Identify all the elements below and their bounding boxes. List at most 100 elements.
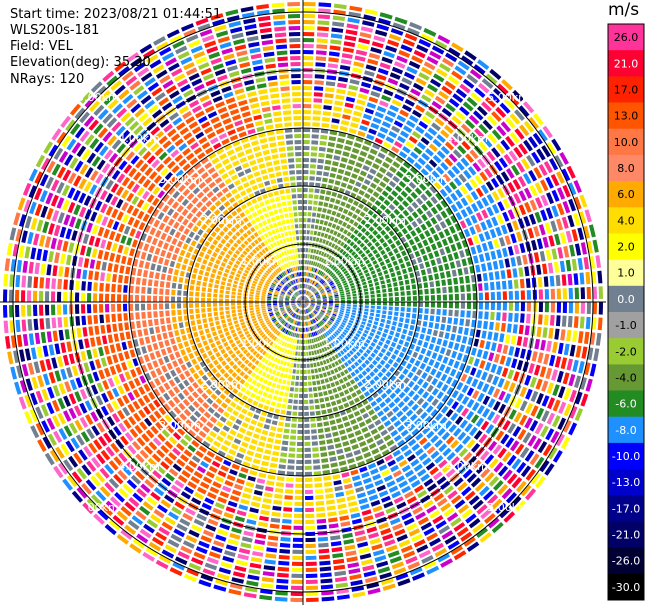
range-gate	[406, 296, 411, 301]
range-gate	[368, 387, 375, 394]
range-gate	[75, 377, 83, 388]
range-gate	[446, 512, 459, 522]
range-gate	[176, 240, 183, 248]
range-gate	[325, 87, 335, 93]
range-gate	[411, 130, 422, 139]
range-gate	[410, 166, 419, 175]
range-gate	[371, 414, 379, 421]
range-gate	[336, 212, 342, 218]
range-gate	[75, 434, 85, 446]
range-gate	[505, 492, 517, 504]
range-gate	[297, 299, 302, 302]
range-gate	[315, 410, 321, 416]
range-gate	[112, 354, 119, 364]
range-gate	[305, 248, 309, 253]
range-gate	[310, 417, 316, 422]
range-gate	[166, 324, 172, 331]
range-gate	[320, 403, 326, 409]
range-gate	[597, 270, 603, 284]
range-gate	[483, 321, 488, 330]
range-gate	[476, 349, 483, 358]
range-gate	[278, 464, 286, 470]
range-gate	[190, 475, 200, 484]
range-gate	[388, 311, 393, 316]
range-gate	[261, 302, 266, 305]
range-gate	[538, 289, 543, 300]
range-gate	[452, 93, 464, 103]
range-gate	[456, 526, 469, 537]
range-gate	[503, 511, 516, 523]
range-gate	[349, 573, 362, 581]
range-gate	[193, 372, 200, 380]
range-gate	[419, 263, 425, 270]
range-gate	[317, 386, 322, 391]
range-gate	[27, 362, 35, 375]
range-gate	[291, 313, 295, 317]
range-gate	[447, 236, 454, 244]
range-gate	[295, 351, 298, 356]
range-gate	[502, 469, 513, 481]
range-gate	[363, 515, 374, 522]
range-gate	[579, 377, 587, 390]
range-gate	[291, 573, 303, 579]
range-gate	[380, 348, 387, 354]
range-gate	[175, 366, 182, 374]
range-gate	[328, 203, 334, 209]
range-gate	[28, 333, 35, 346]
range-gate	[236, 452, 245, 459]
range-gate	[279, 297, 284, 299]
range-gate	[164, 456, 174, 466]
range-gate	[312, 116, 321, 121]
range-gate	[519, 124, 530, 137]
range-gate	[74, 419, 83, 431]
range-gate	[185, 534, 198, 544]
range-gate	[215, 340, 221, 346]
range-gate	[598, 302, 603, 315]
range-gate	[158, 396, 166, 405]
range-gate	[148, 319, 153, 327]
range-gate	[21, 304, 26, 317]
range-gate	[529, 184, 538, 197]
range-gate	[383, 89, 394, 97]
range-gate	[379, 181, 387, 188]
range-gate	[493, 239, 500, 249]
range-gate	[277, 572, 289, 578]
range-gate	[558, 401, 567, 414]
range-gate	[252, 387, 259, 393]
range-gate	[42, 249, 49, 262]
range-gate	[272, 318, 277, 322]
range-gate	[485, 181, 495, 191]
range-gate	[54, 343, 61, 355]
range-gate	[332, 112, 341, 118]
range-gate	[444, 141, 455, 151]
range-gate	[348, 11, 362, 18]
range-gate	[303, 345, 306, 350]
range-gate	[267, 296, 272, 299]
range-gate	[339, 227, 345, 233]
range-gate	[249, 294, 254, 297]
range-gate	[416, 44, 429, 53]
range-gate	[418, 302, 424, 307]
range-gate	[351, 392, 357, 398]
range-gate	[239, 427, 247, 434]
range-gate	[426, 430, 435, 439]
range-gate	[548, 235, 555, 247]
range-gate	[379, 62, 391, 70]
range-gate	[137, 397, 146, 407]
range-gate	[361, 345, 367, 351]
range-gate	[304, 471, 313, 476]
range-gate	[244, 359, 250, 365]
range-gate	[307, 291, 310, 296]
range-gate	[395, 454, 405, 463]
range-gate	[91, 384, 99, 395]
range-gate	[76, 327, 82, 338]
range-gate	[346, 294, 351, 297]
range-gate	[440, 405, 449, 414]
range-gate	[483, 490, 494, 501]
range-gate	[280, 537, 291, 542]
range-gate	[411, 533, 423, 542]
range-gate	[179, 249, 186, 257]
range-gate	[347, 432, 355, 439]
range-gate	[435, 316, 441, 323]
range-gate	[269, 341, 274, 346]
